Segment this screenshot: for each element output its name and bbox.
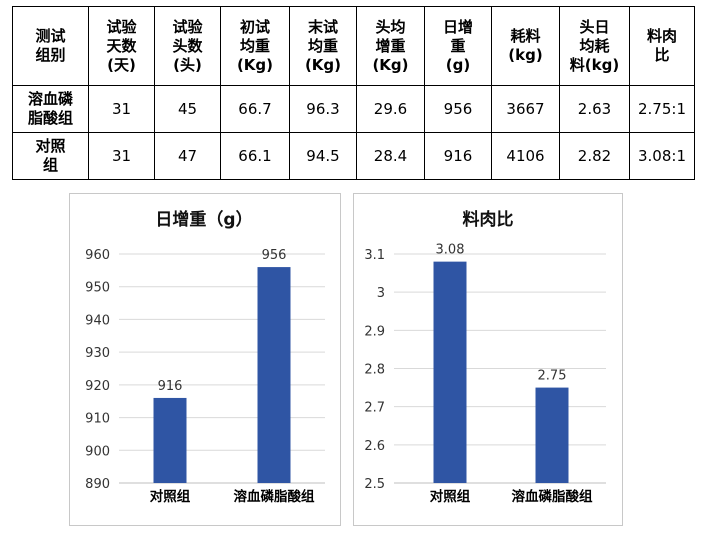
header-cell: 日增 重 (g)	[424, 6, 492, 86]
table-cell: 956	[424, 85, 492, 133]
category-label: 对照组	[430, 488, 471, 505]
bar-1	[433, 261, 467, 483]
table-cell: 47	[154, 132, 221, 180]
y-tick-label: 900	[85, 444, 110, 459]
header-cell: 初试 均重 (Kg)	[220, 6, 290, 86]
bar-2	[535, 387, 569, 483]
data-label: 2.75	[538, 369, 567, 384]
table-cell: 66.1	[220, 132, 290, 180]
table-cell: 2.75:1	[629, 85, 695, 133]
y-tick-label: 3.1	[364, 248, 385, 263]
y-tick-label: 2.9	[364, 324, 385, 339]
y-tick-label: 940	[85, 313, 110, 328]
header-cell: 耗料 (kg)	[491, 6, 560, 86]
y-tick-label: 930	[85, 346, 110, 361]
table-header-row: 测试 组别 试验 天数 (天) 试验 头数 (头) 初试 均重 (Kg) 末试 …	[12, 6, 695, 86]
bar-2	[257, 267, 291, 483]
header-cell: 头日 均耗 料(kg)	[559, 6, 630, 86]
data-label: 916	[158, 379, 183, 394]
y-tick-label: 950	[85, 281, 110, 296]
header-cell: 测试 组别	[12, 6, 89, 86]
table-cell: 3667	[491, 85, 560, 133]
category-label: 溶血磷脂酸组	[512, 488, 593, 505]
data-label: 956	[262, 248, 287, 263]
y-tick-label: 920	[85, 379, 110, 394]
table-cell: 4106	[491, 132, 560, 180]
bar-1	[153, 397, 187, 483]
results-table: 测试 组别 试验 天数 (天) 试验 头数 (头) 初试 均重 (Kg) 末试 …	[12, 6, 695, 180]
table-cell: 2.63	[559, 85, 630, 133]
daily-gain-chart-panel: 日增重（g） 890 900 910 920 930 940 950 960 916 对照组 956 溶…	[69, 193, 341, 526]
table-cell: 29.6	[356, 85, 425, 133]
table-cell: 66.7	[220, 85, 290, 133]
table-cell: 31	[88, 132, 155, 180]
y-tick-label: 2.6	[364, 439, 385, 454]
y-tick-label: 960	[85, 248, 110, 263]
table-row: 溶血磷 脂酸组 31 45 66.7 96.3 29.6 956 3667 2.…	[12, 85, 695, 133]
header-cell: 末试 均重 (Kg)	[289, 6, 357, 86]
header-cell: 头均 增重 (Kg)	[356, 6, 425, 86]
table-cell: 96.3	[289, 85, 357, 133]
table-cell: 916	[424, 132, 492, 180]
table-row: 对照 组 31 47 66.1 94.5 28.4 916 4106 2.82 …	[12, 132, 695, 180]
data-label: 3.08	[436, 243, 465, 258]
feed-ratio-chart: 料肉比 2.5 2.6 2.7 2.8 2.9 3 3.1 3.08 对照组 2.75 溶血磷脂酸组	[364, 209, 606, 505]
table-cell: 28.4	[356, 132, 425, 180]
y-tick-label: 2.7	[364, 401, 385, 416]
table-cell: 31	[88, 85, 155, 133]
category-label: 溶血磷脂酸组	[234, 488, 315, 505]
header-cell: 试验 头数 (头)	[154, 6, 221, 86]
header-cell: 料肉 比	[629, 6, 695, 86]
y-tick-label: 910	[85, 412, 110, 427]
y-tick-label: 2.5	[364, 477, 385, 492]
table-cell: 3.08:1	[629, 132, 695, 180]
category-label: 对照组	[150, 488, 191, 505]
table-cell: 45	[154, 85, 221, 133]
chart-title: 日增重（g）	[155, 209, 252, 230]
y-tick-label: 890	[85, 477, 110, 492]
feed-ratio-chart-panel: 料肉比 2.5 2.6 2.7 2.8 2.9 3 3.1 3.08 对照组 2.75 溶血磷脂酸组	[353, 193, 623, 526]
table-cell: 2.82	[559, 132, 630, 180]
header-cell: 试验 天数 (天)	[88, 6, 155, 86]
group-label-cell: 对照 组	[12, 132, 89, 180]
y-tick-label: 2.8	[364, 363, 385, 378]
chart-title: 料肉比	[463, 209, 514, 230]
group-label-cell: 溶血磷 脂酸组	[12, 85, 89, 133]
y-tick-label: 3	[377, 286, 385, 301]
daily-gain-chart: 日增重（g） 890 900 910 920 930 940 950 960 916 对照组 956 溶…	[85, 209, 325, 505]
table-cell: 94.5	[289, 132, 357, 180]
